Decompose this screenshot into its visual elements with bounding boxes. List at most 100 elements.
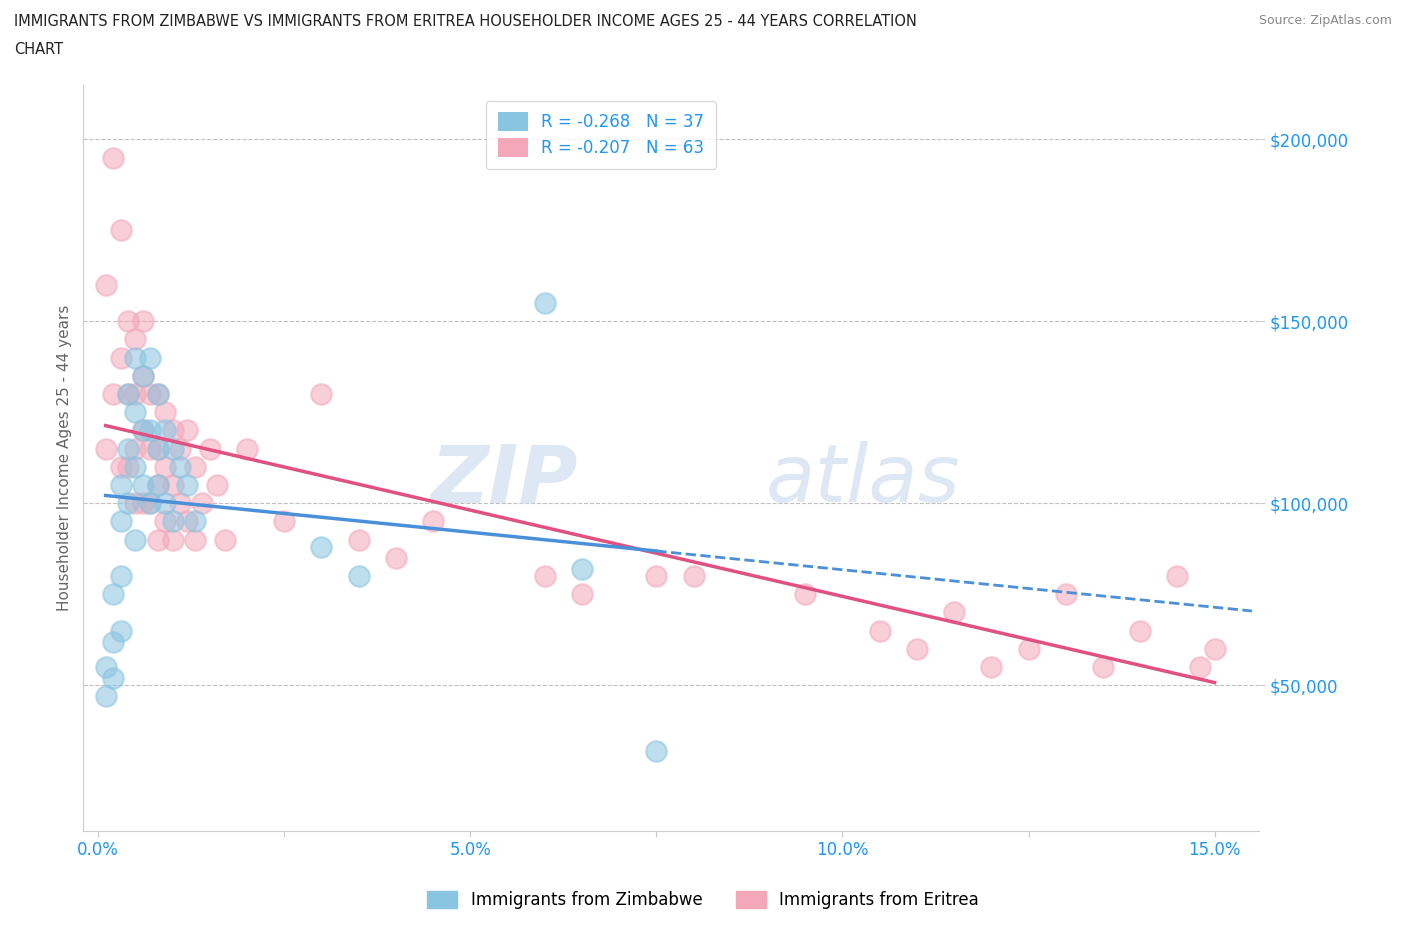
Point (132, 368, 155, 383)
Point (94, 659, 117, 674)
Point (198, 441, 221, 456)
Point (422, 514, 444, 529)
Point (101, 150, 124, 165)
Point (132, 313, 155, 328)
Point (1188, 659, 1211, 674)
Point (132, 496, 155, 511)
Point (162, 441, 184, 456)
Y-axis label: Householder Income Ages 25 - 44 years: Householder Income Ages 25 - 44 years (58, 305, 72, 611)
Point (980, 659, 1002, 674)
Point (139, 423, 162, 438)
Text: atlas: atlas (765, 441, 960, 519)
Point (117, 387, 139, 402)
Point (132, 423, 155, 438)
Point (117, 459, 139, 474)
Point (124, 405, 146, 419)
Point (110, 223, 132, 238)
Point (794, 587, 817, 602)
Point (124, 532, 146, 547)
Point (169, 459, 191, 474)
Legend: R = -0.268   N = 37, R = -0.207   N = 63: R = -0.268 N = 37, R = -0.207 N = 63 (486, 100, 716, 169)
Point (139, 441, 162, 456)
Text: IMMIGRANTS FROM ZIMBABWE VS IMMIGRANTS FROM ERITREA HOUSEHOLDER INCOME AGES 25 -: IMMIGRANTS FROM ZIMBABWE VS IMMIGRANTS F… (14, 14, 917, 29)
Point (533, 296, 555, 311)
Point (110, 514, 132, 529)
Point (162, 478, 184, 493)
Point (153, 514, 176, 529)
Point (153, 423, 176, 438)
Point (139, 351, 162, 365)
Point (139, 496, 162, 511)
Point (645, 743, 668, 758)
Point (153, 459, 176, 474)
Point (139, 387, 162, 402)
Point (132, 478, 155, 493)
Point (1091, 659, 1114, 674)
Point (153, 405, 176, 419)
Point (682, 568, 704, 583)
Point (132, 368, 155, 383)
Point (94, 277, 117, 292)
Point (124, 387, 146, 402)
Point (101, 587, 124, 602)
Point (347, 532, 370, 547)
Legend: Immigrants from Zimbabwe, Immigrants from Eritrea: Immigrants from Zimbabwe, Immigrants fro… (419, 883, 987, 917)
Point (1204, 642, 1226, 657)
Point (1054, 587, 1077, 602)
Point (162, 514, 184, 529)
Point (191, 496, 214, 511)
Point (110, 478, 132, 493)
Point (311, 539, 333, 554)
Point (645, 568, 668, 583)
Point (162, 532, 184, 547)
Point (146, 387, 169, 402)
Point (1166, 568, 1188, 583)
Point (139, 496, 162, 511)
Point (214, 532, 236, 547)
Point (385, 551, 408, 565)
Point (176, 514, 198, 529)
Point (571, 587, 593, 602)
Point (533, 568, 555, 583)
Point (101, 634, 124, 649)
Point (146, 532, 169, 547)
Point (273, 514, 295, 529)
Point (124, 332, 146, 347)
Point (117, 496, 139, 511)
Text: CHART: CHART (14, 42, 63, 57)
Point (176, 478, 198, 493)
Point (176, 423, 198, 438)
Point (124, 496, 146, 511)
Point (184, 514, 207, 529)
Text: Source: ZipAtlas.com: Source: ZipAtlas.com (1258, 14, 1392, 27)
Point (101, 671, 124, 685)
Point (146, 441, 169, 456)
Point (162, 423, 184, 438)
Point (153, 496, 176, 511)
Point (101, 387, 124, 402)
Point (1018, 642, 1040, 657)
Point (571, 562, 593, 577)
Point (146, 387, 169, 402)
Point (110, 459, 132, 474)
Point (117, 387, 139, 402)
Point (94, 689, 117, 704)
Point (184, 459, 207, 474)
Point (347, 568, 370, 583)
Point (311, 387, 333, 402)
Point (117, 441, 139, 456)
Point (184, 532, 207, 547)
Point (905, 642, 928, 657)
Point (110, 623, 132, 638)
Point (146, 478, 169, 493)
Point (124, 459, 146, 474)
Point (124, 351, 146, 365)
Point (124, 441, 146, 456)
Point (943, 605, 966, 620)
Text: ZIP: ZIP (430, 441, 578, 519)
Point (169, 496, 191, 511)
Point (207, 478, 229, 493)
Point (132, 423, 155, 438)
Point (236, 441, 259, 456)
Point (146, 441, 169, 456)
